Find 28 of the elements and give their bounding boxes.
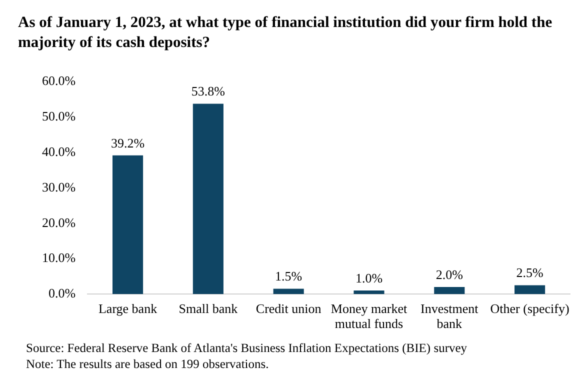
bar	[514, 285, 546, 294]
bar	[354, 290, 384, 294]
x-tick-label: Small bank	[178, 300, 238, 316]
y-tick-label: 50.0%	[42, 108, 76, 124]
y-tick-label: 0.0%	[48, 286, 76, 301]
bar	[434, 287, 465, 294]
data-label: 39.2%	[110, 135, 145, 150]
source-note: Source: Federal Reserve Bank of Atlanta's Business Inflation Expectations (BIE) survey	[26, 340, 468, 356]
x-tick-label: Credit union	[256, 300, 322, 316]
y-tick-label: 20.0%	[42, 214, 76, 230]
data-label: 53.8%	[191, 84, 226, 99]
bar	[273, 288, 304, 294]
y-tick-label: 40.0%	[42, 144, 76, 159]
data-label: 1.5%	[275, 268, 302, 284]
x-tick-label: Money market mutual funds	[330, 300, 408, 331]
x-tick-label: Other (specify)	[490, 300, 570, 316]
y-tick-label: 10.0%	[42, 250, 76, 266]
y-tick-label: 30.0%	[42, 179, 76, 194]
data-label: 1.0%	[355, 270, 383, 286]
x-tick-label: Large bank	[98, 300, 158, 316]
bar	[112, 155, 144, 294]
bar	[192, 104, 224, 294]
data-label: 2.0%	[436, 266, 464, 282]
x-tick-label: Investment bank	[420, 300, 479, 331]
data-label: 2.5%	[516, 265, 544, 280]
y-tick-label: 60.0%	[42, 73, 76, 88]
chart-title: As of January 1, 2023, at what type of financial institution did your firm hold the majority of its cash deposits?	[18, 13, 554, 53]
text: Note: The results are based on 199 observations.	[26, 356, 270, 372]
